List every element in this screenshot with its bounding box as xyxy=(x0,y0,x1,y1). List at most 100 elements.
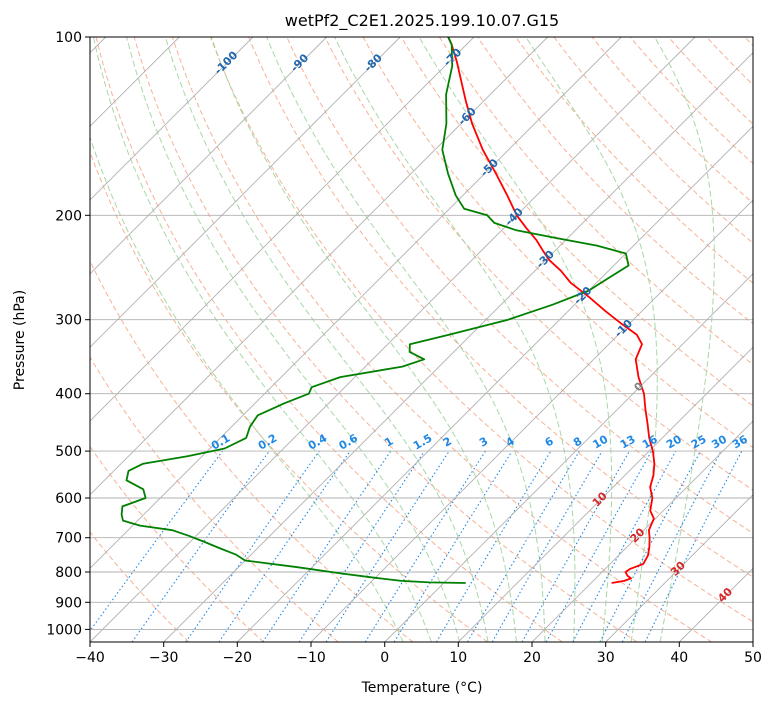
y-tick-label: 600 xyxy=(55,491,82,507)
dry-adiabat-line xyxy=(668,37,753,125)
series-layer xyxy=(120,37,656,584)
isotherm-line xyxy=(90,37,254,201)
isotherm-line xyxy=(236,125,753,642)
moist-adiabat-line xyxy=(418,37,613,642)
mixing-ratio-label: 1.5 xyxy=(411,432,434,453)
chart-title: wetPf2_C2E1.2025.199.10.07.G15 xyxy=(285,11,559,31)
mixing-ratio-line xyxy=(90,450,223,632)
dry-adiabat-line xyxy=(90,259,414,642)
mixing-ratio-line xyxy=(325,450,450,642)
x-tick-label: −20 xyxy=(223,650,253,666)
isotherm-label: -20 xyxy=(571,284,594,307)
x-tick-label: 30 xyxy=(597,650,615,666)
isotherm-line xyxy=(90,37,622,569)
y-tick-label: 700 xyxy=(55,531,82,547)
dry-adiabat-line xyxy=(744,37,753,47)
moist-adiabat-line xyxy=(90,135,404,642)
x-axis-label: Temperature (°C) xyxy=(361,680,483,696)
mixing-ratio-label: 25 xyxy=(689,433,709,452)
dry-adiabat-line xyxy=(515,37,753,284)
dry-adiabat-line xyxy=(210,37,753,623)
mixing-ratio-label: 20 xyxy=(664,432,684,451)
y-tick-label: 300 xyxy=(55,313,82,329)
dry-adiabat-line xyxy=(90,150,488,642)
mixing-ratio-label: 8 xyxy=(571,435,584,450)
mixing-ratio-label: 16 xyxy=(640,432,660,451)
mixing-ratio-line xyxy=(393,450,513,642)
x-tick-label: 0 xyxy=(380,650,389,666)
moist-adiabat-line xyxy=(266,37,546,642)
isotherm-line xyxy=(384,273,753,642)
isotherm-line xyxy=(531,420,753,642)
isotherm-line xyxy=(678,567,753,642)
isotherm-line xyxy=(163,52,753,642)
y-tick-label: 800 xyxy=(55,565,82,581)
dry-adiabat-line xyxy=(553,37,753,244)
mixing-ratio-line xyxy=(131,450,270,642)
moist-adiabat-line xyxy=(92,37,432,642)
dry-adiabat-line xyxy=(438,37,753,366)
isotherm-line xyxy=(90,37,549,496)
dry-adiabat-line xyxy=(324,37,753,491)
dry-adiabat-line xyxy=(362,37,753,449)
x-axis-ticks: −40 −30 −20 −10 0 10 20 30 40 50 xyxy=(75,642,762,666)
mixing-ratio-line xyxy=(644,450,743,642)
mixing-ratio-label: 6 xyxy=(543,434,556,449)
x-tick-label: 40 xyxy=(670,650,688,666)
y-tick-label: 1000 xyxy=(46,622,82,638)
moist-adiabat-line xyxy=(334,37,576,642)
dry-adiabat-line xyxy=(133,37,638,642)
mixing-ratio-line xyxy=(572,450,677,642)
x-tick-label: −40 xyxy=(75,650,105,666)
adiabat-label: 30 xyxy=(668,558,688,578)
mixing-ratio-line xyxy=(298,450,425,642)
adiabat-label: 10 xyxy=(590,489,610,509)
y-tick-label: 400 xyxy=(55,387,82,403)
mixing-ratio-label: 36 xyxy=(730,432,750,451)
y-tick-label: 100 xyxy=(55,30,82,46)
dry-adiabat-line xyxy=(477,37,753,325)
x-tick-label: 10 xyxy=(449,650,467,666)
moist-adiabat-line xyxy=(654,37,715,642)
mixing-ratio-label: 10 xyxy=(590,432,610,451)
moist-adiabat-line xyxy=(126,37,461,642)
isotherm-line xyxy=(90,37,328,275)
mixing-ratio-label: 30 xyxy=(709,432,729,451)
isotherm-label: -40 xyxy=(503,205,526,228)
isotherm-label: -60 xyxy=(456,105,479,128)
y-tick-label: 500 xyxy=(55,444,82,460)
isotherm-label: -10 xyxy=(612,317,635,340)
mixing-ratio-label: 13 xyxy=(618,433,638,452)
dry-adiabat-line xyxy=(90,445,264,642)
isotherm-line xyxy=(310,199,753,642)
mixing-ratio-line xyxy=(545,450,653,642)
plot-frame xyxy=(89,36,754,643)
isotherm-line xyxy=(605,494,753,642)
moist-adiabat-line xyxy=(525,37,658,642)
isotherm-label: -90 xyxy=(288,51,311,74)
x-tick-label: −10 xyxy=(296,650,326,666)
x-tick-label: 20 xyxy=(523,650,541,666)
isotherm-line xyxy=(90,37,475,422)
x-tick-label: 50 xyxy=(744,650,762,666)
y-axis-label: Pressure (hPa) xyxy=(12,290,28,390)
y-tick-label: 200 xyxy=(55,208,82,224)
mixing-ratio-line xyxy=(621,450,722,642)
mixing-ratio-line xyxy=(521,450,630,642)
isotherm-line xyxy=(457,346,753,642)
isotherm-label: -80 xyxy=(362,51,385,74)
isotherm-label: -70 xyxy=(441,46,464,69)
dry-adiabat-line xyxy=(171,37,712,642)
isotherm-line xyxy=(90,37,401,348)
dry-adiabat-line xyxy=(90,531,190,642)
dry-adiabat-line xyxy=(248,37,753,578)
mixing-ratio-line xyxy=(218,450,351,642)
dry-adiabat-line xyxy=(400,37,753,407)
temperature-profile-line xyxy=(447,37,656,584)
mixing-ratio-label: 1 xyxy=(382,435,395,450)
mixing-ratio-line xyxy=(185,450,320,642)
mixing-ratio-label: 2 xyxy=(441,435,454,450)
x-tick-label: −30 xyxy=(149,650,179,666)
dewpoint-profile-line xyxy=(120,37,630,584)
